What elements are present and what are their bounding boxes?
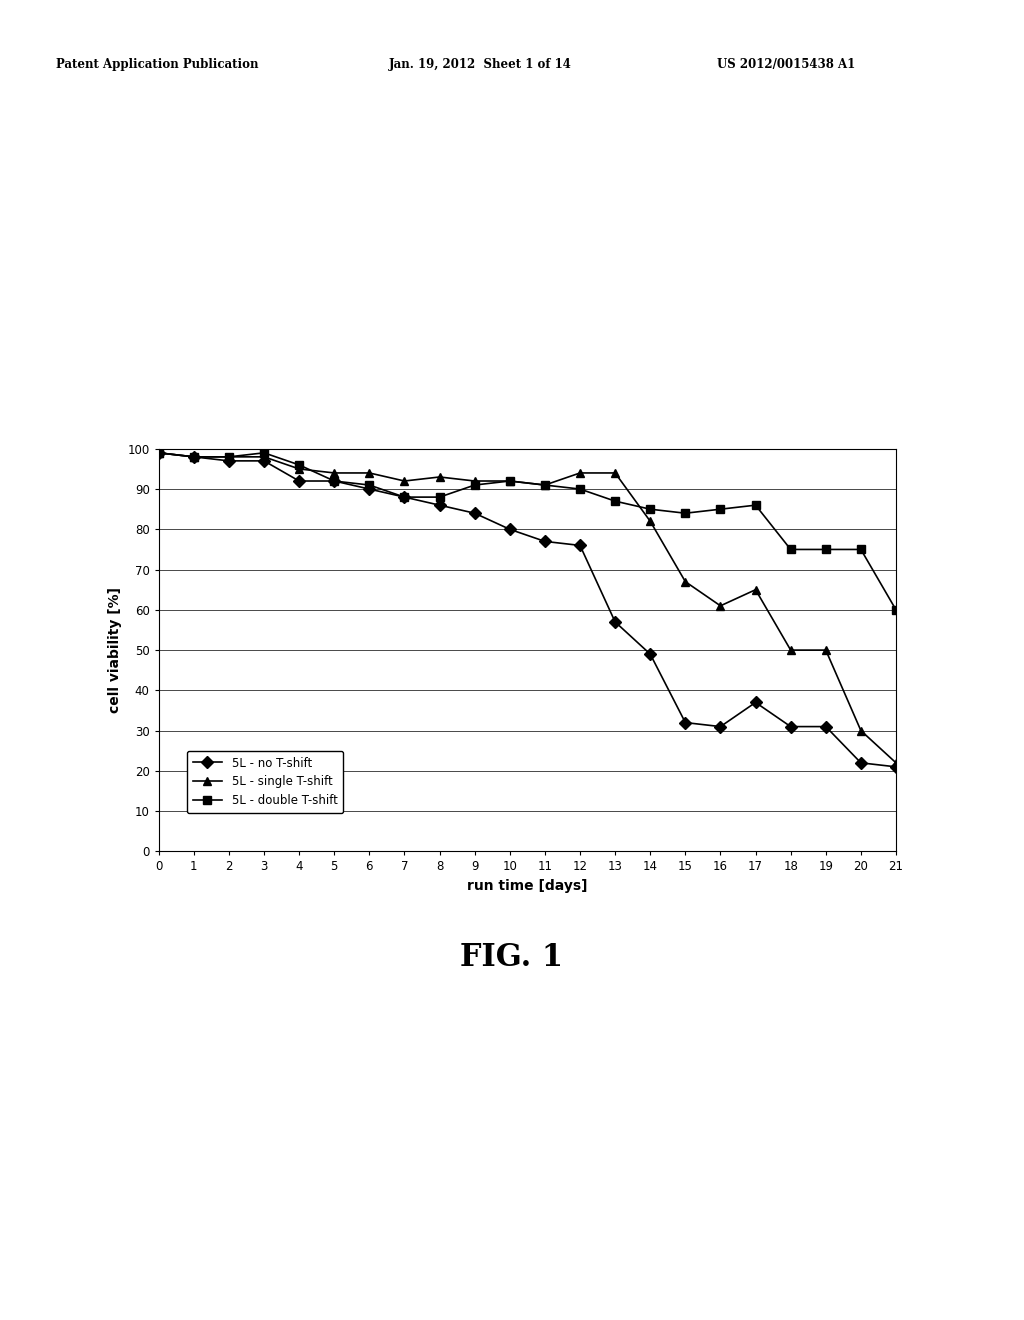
5L - double T-shift xyxy=(784,541,797,557)
5L - double T-shift xyxy=(609,494,622,510)
Legend: 5L - no T-shift, 5L - single T-shift, 5L - double T-shift: 5L - no T-shift, 5L - single T-shift, 5L… xyxy=(186,751,343,813)
5L - double T-shift xyxy=(750,498,762,513)
5L - double T-shift xyxy=(819,541,831,557)
5L - double T-shift xyxy=(890,602,902,618)
5L - single T-shift xyxy=(469,473,481,488)
5L - no T-shift xyxy=(609,614,622,630)
Line: 5L - double T-shift: 5L - double T-shift xyxy=(155,449,900,614)
5L - no T-shift xyxy=(328,473,340,488)
5L - no T-shift xyxy=(433,498,445,513)
5L - single T-shift xyxy=(855,723,867,739)
Line: 5L - single T-shift: 5L - single T-shift xyxy=(155,449,900,767)
5L - no T-shift xyxy=(679,714,691,730)
5L - single T-shift xyxy=(750,582,762,598)
5L - double T-shift xyxy=(187,449,200,465)
5L - single T-shift xyxy=(223,449,236,465)
5L - double T-shift xyxy=(469,477,481,492)
5L - single T-shift xyxy=(153,445,165,461)
5L - double T-shift xyxy=(258,445,270,461)
5L - no T-shift xyxy=(890,759,902,775)
5L - single T-shift xyxy=(890,755,902,771)
5L - no T-shift xyxy=(539,533,551,549)
5L - no T-shift xyxy=(750,694,762,710)
5L - single T-shift xyxy=(398,473,411,488)
5L - double T-shift xyxy=(573,482,586,498)
5L - no T-shift xyxy=(469,506,481,521)
5L - no T-shift xyxy=(715,718,727,734)
5L - double T-shift xyxy=(293,457,305,473)
X-axis label: run time [days]: run time [days] xyxy=(467,879,588,894)
Text: Patent Application Publication: Patent Application Publication xyxy=(56,58,259,71)
5L - double T-shift xyxy=(223,449,236,465)
5L - single T-shift xyxy=(258,449,270,465)
5L - single T-shift xyxy=(328,465,340,480)
5L - single T-shift xyxy=(364,465,376,480)
5L - no T-shift xyxy=(819,718,831,734)
5L - no T-shift xyxy=(504,521,516,537)
Line: 5L - no T-shift: 5L - no T-shift xyxy=(155,449,900,771)
5L - double T-shift xyxy=(504,473,516,488)
5L - single T-shift xyxy=(187,449,200,465)
5L - no T-shift xyxy=(187,449,200,465)
Text: Jan. 19, 2012  Sheet 1 of 14: Jan. 19, 2012 Sheet 1 of 14 xyxy=(389,58,572,71)
Text: FIG. 1: FIG. 1 xyxy=(461,941,563,973)
5L - double T-shift xyxy=(539,477,551,492)
5L - single T-shift xyxy=(819,643,831,659)
5L - single T-shift xyxy=(784,643,797,659)
5L - single T-shift xyxy=(504,473,516,488)
5L - no T-shift xyxy=(223,453,236,469)
Text: US 2012/0015438 A1: US 2012/0015438 A1 xyxy=(717,58,855,71)
5L - double T-shift xyxy=(715,502,727,517)
5L - double T-shift xyxy=(328,473,340,488)
5L - double T-shift xyxy=(644,502,656,517)
Y-axis label: cell viability [%]: cell viability [%] xyxy=(108,587,122,713)
5L - double T-shift xyxy=(433,490,445,506)
5L - double T-shift xyxy=(153,445,165,461)
5L - no T-shift xyxy=(258,453,270,469)
5L - single T-shift xyxy=(644,513,656,529)
5L - single T-shift xyxy=(293,461,305,477)
5L - single T-shift xyxy=(679,574,691,590)
5L - no T-shift xyxy=(573,537,586,553)
5L - double T-shift xyxy=(398,490,411,506)
5L - single T-shift xyxy=(573,465,586,480)
5L - single T-shift xyxy=(715,598,727,614)
5L - double T-shift xyxy=(855,541,867,557)
5L - no T-shift xyxy=(644,647,656,663)
5L - single T-shift xyxy=(609,465,622,480)
5L - double T-shift xyxy=(679,506,691,521)
5L - no T-shift xyxy=(293,473,305,488)
5L - double T-shift xyxy=(364,477,376,492)
5L - single T-shift xyxy=(433,469,445,484)
5L - single T-shift xyxy=(539,477,551,492)
5L - no T-shift xyxy=(364,482,376,498)
5L - no T-shift xyxy=(784,718,797,734)
5L - no T-shift xyxy=(153,445,165,461)
5L - no T-shift xyxy=(855,755,867,771)
5L - no T-shift xyxy=(398,490,411,506)
